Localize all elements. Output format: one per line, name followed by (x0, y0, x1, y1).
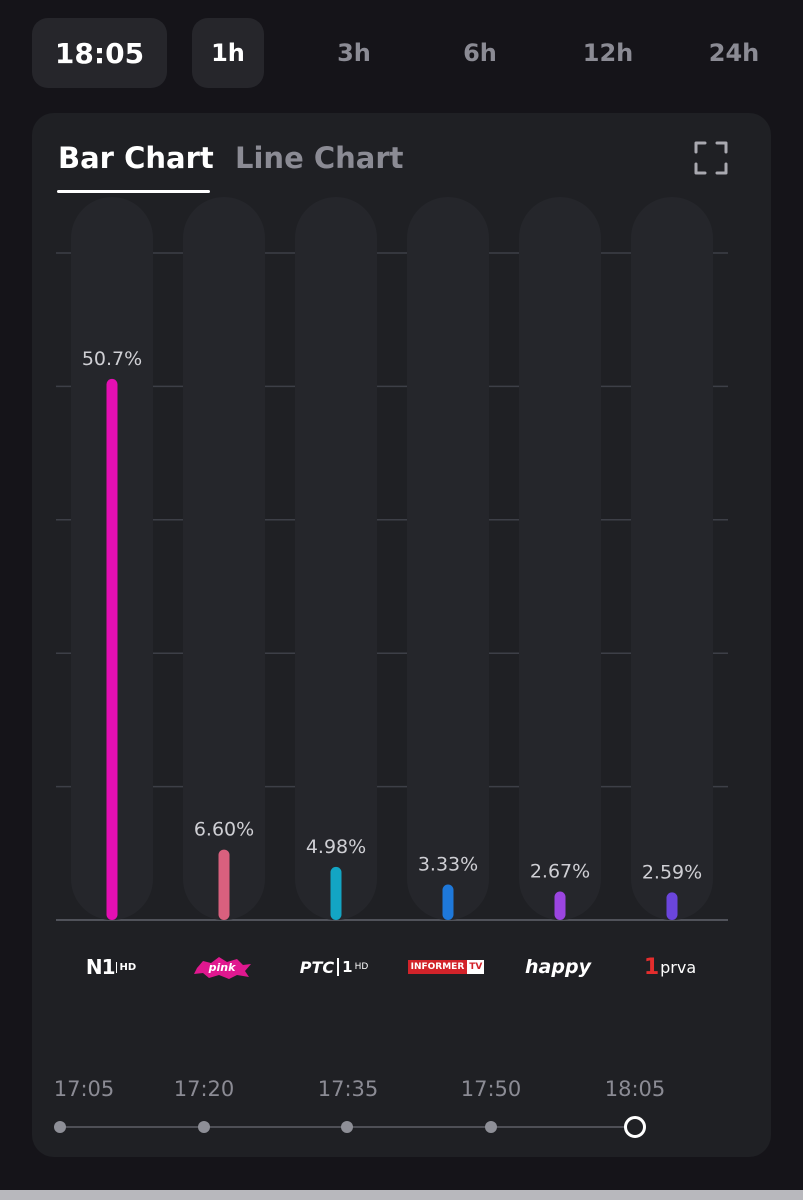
bar-value-label-3: 4.98% (306, 836, 366, 858)
bar-3[interactable] (330, 866, 342, 920)
bar-4[interactable] (442, 884, 454, 920)
pink-logo: pink (194, 957, 251, 979)
bar-value-label-5: 2.67% (530, 861, 590, 883)
happy-logo-text: happy (525, 956, 591, 978)
rts-hd-text: HD (354, 962, 369, 972)
bar-2[interactable] (218, 849, 230, 920)
timeline-label-1805[interactable]: 18:05 (604, 1077, 666, 1101)
tab-line-chart[interactable]: Line Chart (235, 141, 404, 175)
channel-logo-informer: INFORMER TV (401, 955, 491, 979)
chart-gridlines (56, 252, 728, 921)
range-6h-button[interactable]: 6h (463, 39, 497, 67)
timeline-dot-1705[interactable] (54, 1121, 66, 1133)
bar-chart: 50.7% 6.60% 4.98% 3.33% 2.67% 2.59% (56, 197, 728, 921)
bottom-edge (0, 1190, 803, 1200)
timeline-dot-1735[interactable] (341, 1121, 353, 1133)
bar-5[interactable] (554, 891, 566, 920)
timeline-dot-1750[interactable] (485, 1121, 497, 1133)
current-time-badge: 18:05 (32, 18, 167, 88)
bar-track-5 (519, 197, 601, 920)
timeline-handle-current[interactable] (624, 1116, 646, 1138)
bar-value-label-4: 3.33% (418, 853, 478, 875)
prva-logo-number: 1 (643, 954, 660, 980)
informer-tv-text: TV (467, 960, 485, 974)
channel-logo-pink: pink (177, 955, 267, 979)
n1-logo-text: N1 (85, 955, 116, 979)
channel-logo-rts1: РТС 1 HD (289, 955, 379, 979)
active-tab-indicator (57, 190, 210, 193)
range-24h-button[interactable]: 24h (708, 39, 760, 67)
bar-6[interactable] (666, 892, 678, 920)
prva-logo-text: prva (660, 957, 697, 977)
channel-logo-prva: 1 prva (625, 954, 715, 980)
chart-card: Bar Chart Line Chart 50.7% 6.60% 4.98% 3.33… (32, 113, 771, 1157)
bar-value-label-6: 2.59% (642, 861, 702, 883)
informer-logo-text: INFORMER (407, 960, 468, 974)
rts-logo-number: 1 (337, 958, 353, 976)
pink-logo-text: pink (208, 961, 236, 974)
fullscreen-icon[interactable] (694, 141, 728, 175)
n1-hd-badge: HD (116, 961, 136, 973)
timeline-label-1720[interactable]: 17:20 (173, 1077, 235, 1101)
bar-track-2 (183, 197, 265, 920)
timeline-label-1735[interactable]: 17:35 (317, 1077, 379, 1101)
bar-track-6 (631, 197, 713, 920)
range-1h-button[interactable]: 1h (192, 18, 264, 88)
bar-1[interactable] (106, 378, 118, 921)
bar-value-label-1: 50.7% (82, 348, 142, 370)
timeline-dot-1720[interactable] (198, 1121, 210, 1133)
channel-logo-n1: N1 HD (66, 955, 156, 979)
rts-logo-text: РТС (299, 957, 335, 977)
timeline-label-1750[interactable]: 17:50 (460, 1077, 522, 1101)
bar-value-labels: 50.7% 6.60% 4.98% 3.33% 2.67% 2.59% (82, 348, 702, 883)
channel-logo-happy: happy (513, 955, 603, 979)
bar-track-3 (295, 197, 377, 920)
range-12h-button[interactable]: 12h (582, 39, 634, 67)
bar-track-4 (407, 197, 489, 920)
tab-bar-chart[interactable]: Bar Chart (58, 141, 214, 175)
bar-tracks (71, 197, 713, 920)
range-3h-button[interactable]: 3h (337, 39, 371, 67)
timeline-label-1705[interactable]: 17:05 (53, 1077, 115, 1101)
bars (106, 378, 678, 921)
bar-value-label-2: 6.60% (194, 819, 254, 841)
